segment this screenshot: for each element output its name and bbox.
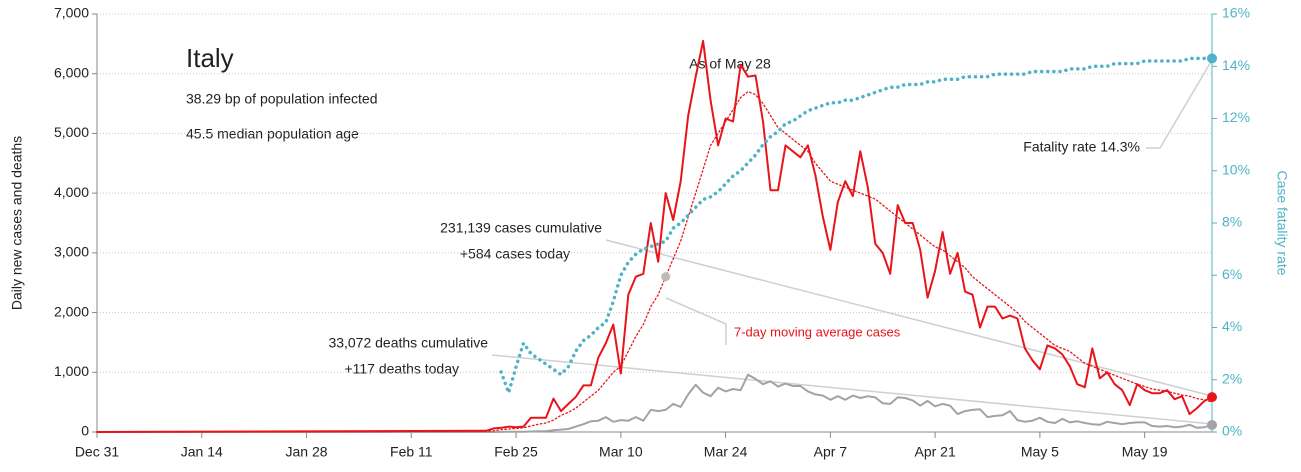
y2-tick-label: 14% — [1222, 57, 1250, 73]
x-tick-label: Mar 10 — [599, 444, 643, 460]
x-tick-label: Apr 21 — [914, 444, 955, 460]
y2-tick-label: 8% — [1222, 214, 1242, 230]
chart-title: Italy — [186, 43, 234, 73]
end-marker — [1207, 392, 1217, 403]
series-line — [499, 56, 1214, 395]
series-line — [96, 373, 1213, 433]
y-tick-label: 2,000 — [54, 303, 89, 319]
y-tick-label: 1,000 — [54, 363, 89, 379]
x-tick-label: Apr 7 — [814, 444, 848, 460]
series-line — [96, 39, 1213, 433]
subtitle: 38.29 bp of population infected — [186, 91, 378, 107]
y2-tick-label: 16% — [1222, 5, 1250, 21]
x-tick-label: Dec 31 — [75, 444, 120, 460]
y-tick-label: 0 — [81, 423, 89, 439]
annotation: Fatality rate 14.3% — [1023, 139, 1140, 155]
leader-line — [1146, 59, 1213, 149]
y2-axis-label: Case fatality rate — [1274, 170, 1290, 275]
y-tick-label: 4,000 — [54, 184, 89, 200]
y2-tick-label: 12% — [1222, 109, 1250, 125]
annotation: +117 deaths today — [344, 361, 459, 377]
y2-tick-label: 2% — [1222, 370, 1242, 386]
x-tick-label: Feb 11 — [390, 444, 433, 460]
y2-tick-label: 6% — [1222, 266, 1242, 282]
annotation-marker — [661, 272, 671, 282]
subtitle: 45.5 median population age — [186, 126, 359, 142]
y-axis-label: Daily new cases and deaths — [9, 136, 25, 310]
annotation: 33,072 deaths cumulative — [328, 335, 488, 351]
end-marker — [1207, 420, 1217, 431]
x-tick-label: Mar 24 — [704, 444, 748, 460]
annotation: As of May 28 — [689, 56, 771, 72]
end-marker — [1207, 53, 1217, 64]
y2-tick-label: 0% — [1222, 423, 1242, 439]
leader-lines — [491, 59, 1213, 425]
y-tick-label: 5,000 — [54, 124, 89, 140]
x-tick-label: Jan 14 — [181, 444, 223, 460]
y-tick-label: 6,000 — [54, 64, 89, 80]
annotation: 7-day moving average cases — [734, 324, 901, 339]
annotation: 231,139 cases cumulative — [440, 220, 602, 236]
x-tick-label: May 19 — [1122, 444, 1168, 460]
leader-line — [491, 354, 1213, 425]
annotation: +584 cases today — [460, 246, 570, 262]
y-tick-label: 3,000 — [54, 244, 89, 260]
y2-tick-label: 10% — [1222, 161, 1250, 177]
leader-line — [665, 297, 727, 345]
x-tick-label: May 5 — [1021, 444, 1059, 460]
x-tick-label: Jan 28 — [286, 444, 328, 460]
leader-line — [605, 239, 1213, 397]
y2-tick-label: 4% — [1222, 318, 1242, 334]
x-tick-label: Feb 25 — [494, 444, 538, 460]
series-line — [96, 90, 1213, 433]
y-tick-label: 7,000 — [54, 5, 89, 21]
